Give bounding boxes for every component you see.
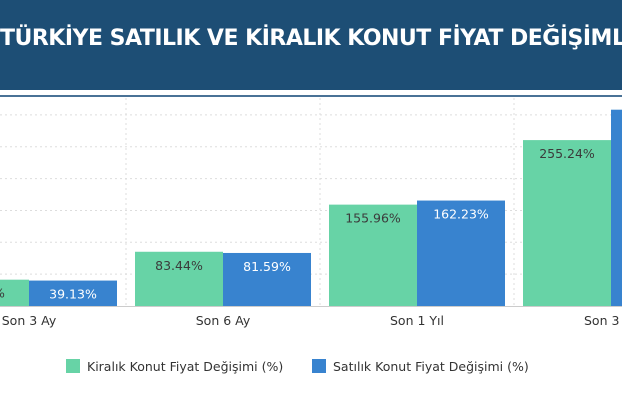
legend-label-sale: Satılık Konut Fiyat Değişimi (%)	[333, 358, 529, 374]
bar-sale[interactable]	[611, 109, 622, 306]
bar-rental[interactable]	[523, 140, 611, 306]
data-label-rental: 83.44%	[155, 258, 203, 273]
data-label-sale: 39.13%	[49, 287, 97, 302]
data-labels: 41.5% 39.13% 83.44% 81.59% 155.96% 162.23% 255…	[0, 146, 595, 301]
page-title: TÜRKİYE SATILIK VE KİRALIK KONUT FİYAT D…	[0, 26, 622, 51]
legend-label-rental: Kiralık Konut Fiyat Değişimi (%)	[87, 358, 284, 374]
bar-sale[interactable]	[29, 280, 117, 306]
bar-sale[interactable]	[223, 252, 311, 306]
bar-rental[interactable]	[329, 204, 417, 306]
legend: Kiralık Konut Fiyat Değişimi (%) Satılık…	[0, 354, 622, 378]
legend-item-sale[interactable]: Satılık Konut Fiyat Değişimi (%)	[312, 354, 529, 378]
legend-swatch-sale	[312, 359, 326, 373]
legend-item-rental[interactable]: Kiralık Konut Fiyat Değişimi (%)	[66, 354, 283, 378]
data-label-rental: 155.96%	[345, 211, 401, 226]
data-label-rental: 255.24%	[539, 146, 595, 161]
x-axis: Son 3 Ay Son 6 Ay Son 1 Yıl Son 3 Yıl	[0, 306, 622, 328]
title-banner: TÜRKİYE SATILIK VE KİRALIK KONUT FİYAT D…	[0, 0, 622, 90]
data-label-sale: 162.23%	[433, 207, 489, 222]
bar-sale[interactable]	[417, 200, 505, 306]
x-tick-label: Son 3 Yıl	[584, 313, 622, 328]
legend-swatch-rental	[66, 359, 80, 373]
bar-rental[interactable]	[0, 279, 29, 306]
x-tick-label: Son 1 Yıl	[390, 313, 444, 328]
data-label-sale: 81.59%	[243, 259, 291, 274]
x-tick-label: Son 6 Ay	[196, 313, 251, 328]
bar-rental[interactable]	[135, 251, 223, 306]
x-tick-label: Son 3 Ay	[2, 313, 57, 328]
header-divider	[0, 95, 622, 97]
bars	[0, 109, 622, 306]
data-label-rental: 41.5%	[0, 286, 5, 301]
